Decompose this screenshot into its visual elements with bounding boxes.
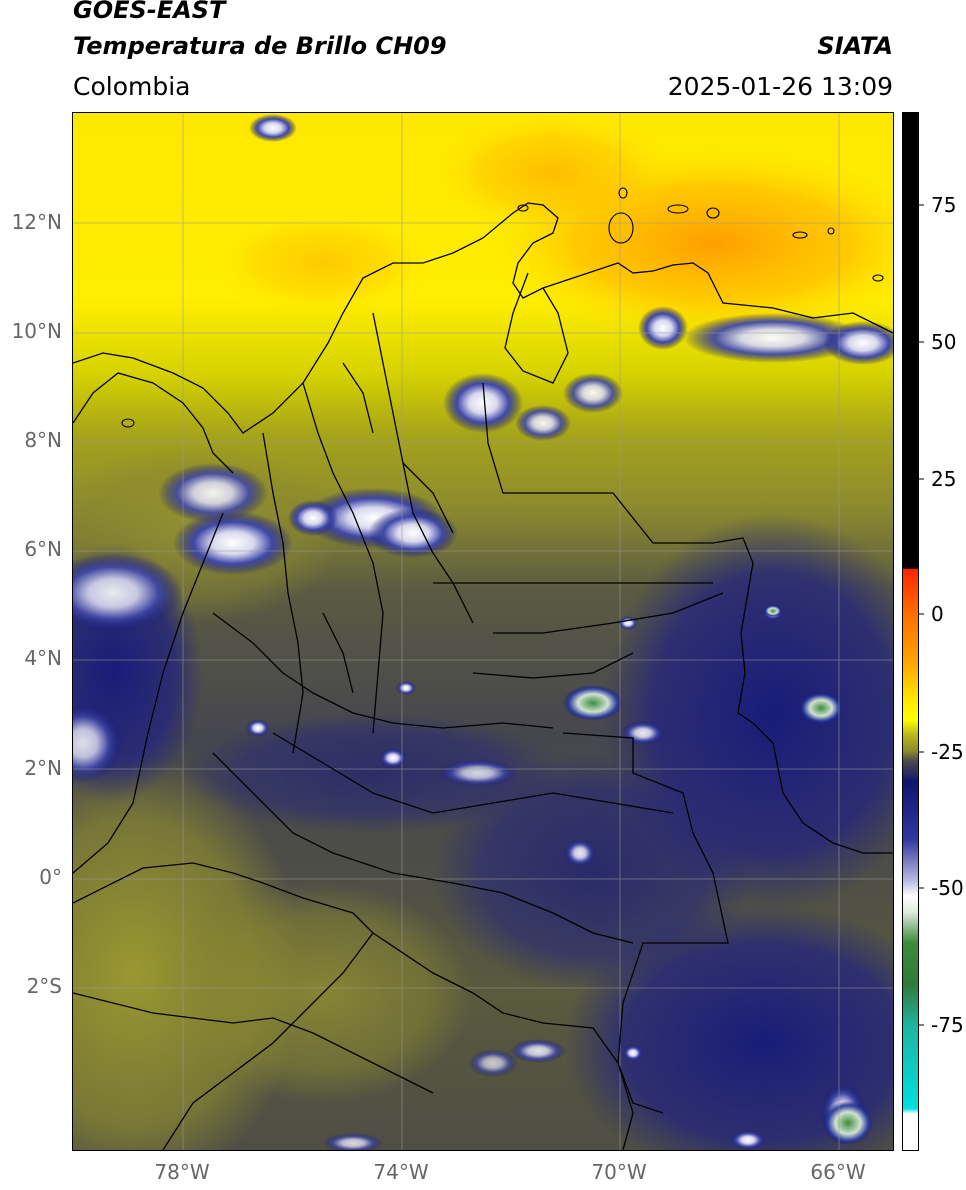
colorbar-tick-label: -25 — [931, 740, 964, 764]
colorbar-tick-label: -50 — [931, 876, 964, 900]
lat-tick: 8°N — [24, 428, 62, 452]
colorbar-tick-label: 25 — [931, 467, 957, 491]
lat-tick: 4°N — [24, 646, 62, 670]
lat-tick: 12°N — [11, 210, 62, 234]
brightness-temperature-map — [72, 112, 894, 1151]
lon-tick: 66°W — [810, 1160, 866, 1184]
colorbar-tick-label: 50 — [931, 330, 957, 354]
lon-tick: 74°W — [373, 1160, 429, 1184]
colorbar — [902, 112, 919, 1151]
lat-tick: 2°N — [24, 756, 62, 780]
lon-tick: 70°W — [591, 1160, 647, 1184]
lat-tick: 0° — [39, 865, 62, 889]
colorbar-tick-label: -75 — [931, 1013, 964, 1037]
datetime-label: 2025-01-26 13:09 — [667, 72, 893, 101]
colorbar-tick-label: 75 — [931, 193, 957, 217]
region-label: Colombia — [73, 72, 191, 101]
colorbar-tick-label: 0 — [931, 602, 944, 626]
satellite-title: GOES-EAST — [73, 0, 226, 24]
lon-tick: 78°W — [154, 1160, 210, 1184]
lat-tick: 10°N — [11, 319, 62, 343]
product-title: Temperatura de Brillo CH09 — [73, 32, 447, 60]
lat-tick: 2°S — [26, 974, 62, 998]
colorbar-ticks — [918, 204, 924, 1026]
lat-tick: 6°N — [24, 537, 62, 561]
org-label: SIATA — [817, 32, 893, 60]
